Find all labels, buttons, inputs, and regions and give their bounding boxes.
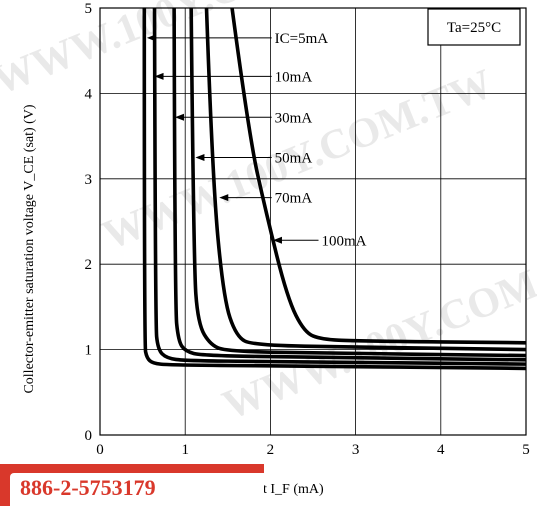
series-layer [142,7,527,371]
arrowhead-icon [272,236,282,244]
series-line-5 [230,7,527,345]
y-tick-label: 4 [85,86,93,102]
series-label-4: 70mA [275,191,313,207]
x-tick-label: 1 [181,442,189,458]
y-tick-label: 3 [85,172,93,188]
series-label-0: IC=5mA [275,31,329,47]
watermark-text: WWW.100Y.COM.TW [0,0,389,104]
x-tick-label: 2 [267,442,275,458]
x-tick-label: 3 [352,442,360,458]
arrowhead-icon [219,194,229,202]
y-tick-label: 1 [85,343,93,359]
series-label-1: 10mA [275,69,313,85]
condition-box [427,8,521,46]
arrowhead-icon [154,72,164,80]
series-line-2 [172,7,527,362]
phone-number: 886-2-5753179 [20,475,156,500]
y-tick-label: 5 [85,1,93,17]
plot-frame [99,7,527,436]
arrowhead-icon [146,34,156,42]
y-tick-label: 2 [85,257,93,273]
series-line-3 [189,7,527,358]
series-label-2: 30mA [275,110,313,126]
x-tick-label: 5 [522,442,530,458]
series-label-3: 50mA [275,150,313,166]
series-label-5: 100mA [322,233,367,249]
watermark-text: WWW.100Y.COM.TW [217,231,537,429]
x-tick-label: 4 [437,442,445,458]
phone-badge-inner: 886-2-5753179 [10,473,264,506]
series-line-4 [204,7,527,352]
arrowhead-icon [174,113,184,121]
condition-text: Ta=25°C [447,20,501,36]
series-labels: IC=5mA 10mA 30mA 50mA 70mA 100mA [146,31,367,249]
tick-labels: 0 1 2 3 4 5 0 1 2 3 4 5 [85,1,530,458]
phone-badge: 886-2-5753179 [0,464,264,506]
arrowhead-icon [195,153,205,161]
series-line-1 [152,7,527,366]
y-tick-label: 0 [85,428,93,444]
series-line-0 [142,7,527,371]
x-tick-label: 0 [96,442,104,458]
y-axis-label: Collector-emitter saturation voltage V_C… [22,104,37,393]
